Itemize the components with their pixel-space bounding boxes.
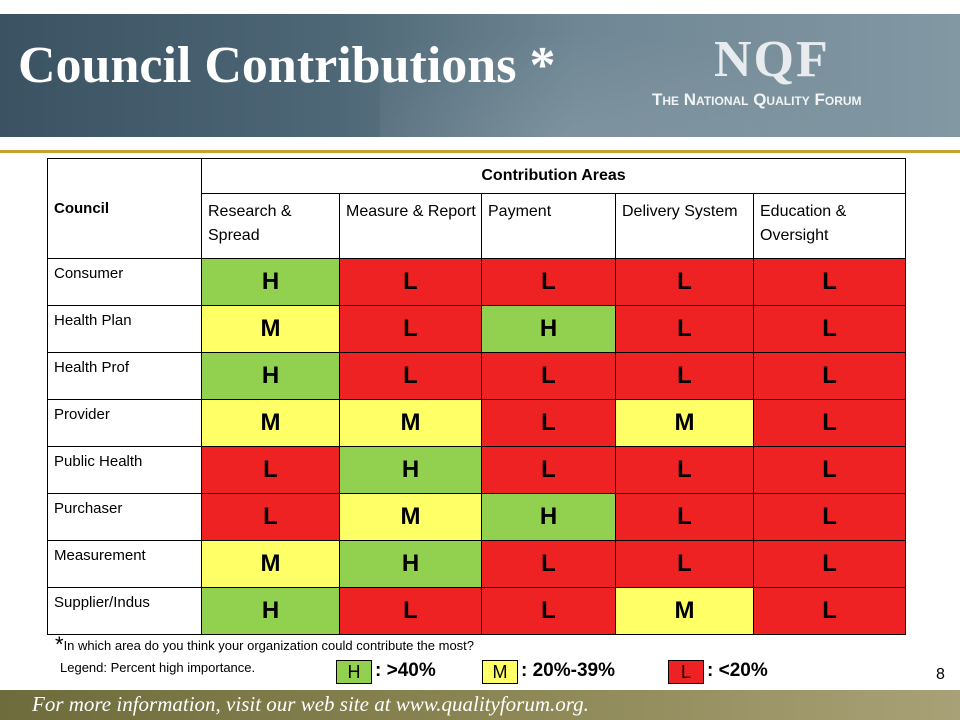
council-label: Consumer (47, 258, 202, 306)
column-header: Payment (481, 193, 616, 259)
council-label: Supplier/Indus (47, 587, 202, 635)
footnote: *In which area do you think your organiz… (55, 632, 474, 658)
rating-cell: H (481, 493, 616, 541)
rating-cell: L (615, 352, 754, 400)
footnote-text: In which area do you think your organiza… (63, 638, 475, 653)
rating-cell: L (615, 493, 754, 541)
column-header: Education & Oversight (752, 193, 907, 259)
banner-shade (380, 14, 960, 137)
logo-subtitle: The National Quality Forum (652, 90, 862, 110)
rating-cell: L (615, 258, 754, 306)
council-header: Council (47, 158, 202, 259)
column-header: Delivery System (615, 193, 754, 259)
council-label: Health Plan (47, 305, 202, 353)
footer-text: For more information, visit our web site… (32, 692, 589, 716)
rating-cell: L (615, 446, 754, 494)
council-label: Public Health (47, 446, 202, 494)
rating-cell: L (201, 446, 340, 494)
table-row: Measurement M H L L L (47, 540, 907, 588)
rating-cell: L (481, 352, 616, 400)
rating-cell: M (615, 587, 754, 635)
council-label: Provider (47, 399, 202, 447)
rating-cell: M (201, 305, 340, 353)
rating-cell: M (339, 399, 482, 447)
rating-cell: L (752, 493, 907, 541)
rating-cell: L (615, 540, 754, 588)
legend-text-h: : >40% (375, 660, 436, 681)
rating-cell: L (752, 587, 907, 635)
rating-cell: L (481, 587, 616, 635)
table-row: Purchaser L M H L L (47, 493, 907, 541)
column-header: Measure & Report (339, 193, 482, 259)
rating-cell: L (201, 493, 340, 541)
table-row: Health Plan M L H L L (47, 305, 907, 353)
table-row: Provider M M L M L (47, 399, 907, 447)
header-row-areas: Council Contribution Areas (47, 158, 907, 259)
legend-key-l: L (668, 660, 704, 684)
rating-cell: L (752, 305, 907, 353)
rating-cell: L (752, 399, 907, 447)
footer-bar (0, 690, 960, 720)
rating-cell: H (201, 258, 340, 306)
rating-cell: L (339, 305, 482, 353)
rating-cell: L (481, 258, 616, 306)
header-row-columns: Research & Spread Measure & Report Payme… (48, 193, 907, 259)
rating-cell: L (752, 352, 907, 400)
rating-cell: L (481, 399, 616, 447)
table-row: Public Health L H L L L (47, 446, 907, 494)
council-label: Health Prof (47, 352, 202, 400)
legend-key-m: M (482, 660, 518, 684)
rating-cell: M (615, 399, 754, 447)
accent-divider (0, 150, 960, 153)
footnote-star: * (55, 632, 64, 657)
legend-text-l: : <20% (707, 660, 768, 681)
rating-cell: L (752, 540, 907, 588)
logo-mark: NQF (714, 31, 830, 88)
legend-label: Legend: Percent high importance. (60, 660, 256, 675)
rating-cell: L (615, 305, 754, 353)
slide-title: Council Contributions * (18, 37, 556, 94)
table-row: Consumer H L L L L (47, 258, 907, 306)
nqf-logo: NQF The National Quality Forum (650, 30, 950, 120)
rating-cell: L (481, 446, 616, 494)
rating-cell: H (339, 446, 482, 494)
legend-key-h: H (336, 660, 372, 684)
rating-cell: H (201, 352, 340, 400)
column-header: Research & Spread (201, 193, 340, 259)
rating-cell: L (752, 258, 907, 306)
legend-text-m: : 20%-39% (521, 660, 615, 681)
rating-cell: M (201, 540, 340, 588)
table-row: Health Prof H L L L L (47, 352, 907, 400)
rating-cell: H (481, 305, 616, 353)
table-row: Supplier/Indus H L L M L (47, 587, 907, 635)
rating-cell: M (201, 399, 340, 447)
rating-cell: H (339, 540, 482, 588)
rating-cell: L (339, 352, 482, 400)
contribution-areas-header: Contribution Areas (200, 158, 907, 194)
page-number: 8 (936, 666, 945, 683)
rating-cell: M (339, 493, 482, 541)
title-banner (0, 14, 960, 137)
rating-cell: L (752, 446, 907, 494)
rating-cell: L (339, 587, 482, 635)
council-label: Purchaser (47, 493, 202, 541)
contribution-table: Council Contribution Areas Research & Sp… (47, 158, 907, 635)
council-label: Measurement (47, 540, 202, 588)
rating-cell: H (201, 587, 340, 635)
rating-cell: L (481, 540, 616, 588)
logo-subtitle-text: The National Quality Forum (652, 90, 862, 109)
rating-cell: L (339, 258, 482, 306)
